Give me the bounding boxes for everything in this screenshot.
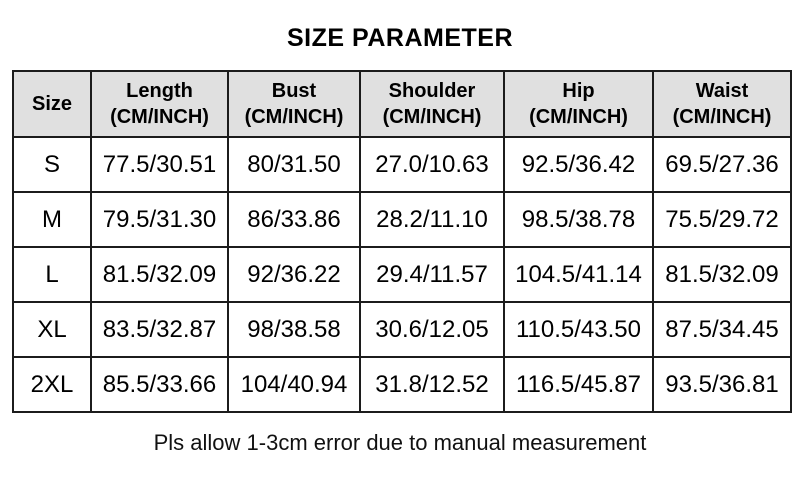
header-unit: (CM/INCH) (382, 106, 482, 128)
waist-cell: 81.5/32.09 (652, 246, 792, 303)
size-cell: XL (12, 301, 92, 358)
hip-cell: 110.5/43.50 (503, 301, 654, 358)
bust-cell: 80/31.50 (227, 136, 361, 193)
size-parameter-table: Size Length (CM/INCH) Bust (CM/INCH) Sho… (12, 70, 792, 413)
header-row: Size Length (CM/INCH) Bust (CM/INCH) Sho… (12, 70, 792, 138)
length-cell: 79.5/31.30 (90, 191, 229, 248)
shoulder-cell: 29.4/11.57 (359, 246, 505, 303)
header-cell-waist: Waist (CM/INCH) (652, 70, 792, 138)
table-row-m: M 79.5/31.30 86/33.86 28.2/11.10 98.5/38… (12, 191, 792, 248)
bust-cell: 86/33.86 (227, 191, 361, 248)
size-cell: M (12, 191, 92, 248)
hip-cell: 92.5/36.42 (503, 136, 654, 193)
table-row-s: S 77.5/30.51 80/31.50 27.0/10.63 92.5/36… (12, 136, 792, 193)
waist-cell: 93.5/36.81 (652, 356, 792, 413)
header-unit: (CM/INCH) (672, 106, 772, 128)
waist-cell: 69.5/27.36 (652, 136, 792, 193)
table-row-l: L 81.5/32.09 92/36.22 29.4/11.57 104.5/4… (12, 246, 792, 303)
bust-cell: 92/36.22 (227, 246, 361, 303)
header-label: Length (126, 80, 193, 102)
length-cell: 77.5/30.51 (90, 136, 229, 193)
header-unit: (CM/INCH) (244, 106, 344, 128)
length-cell: 81.5/32.09 (90, 246, 229, 303)
hip-cell: 116.5/45.87 (503, 356, 654, 413)
size-cell: S (12, 136, 92, 193)
length-cell: 83.5/32.87 (90, 301, 229, 358)
header-cell-length: Length (CM/INCH) (90, 70, 229, 138)
hip-cell: 98.5/38.78 (503, 191, 654, 248)
length-cell: 85.5/33.66 (90, 356, 229, 413)
header-cell-shoulder: Shoulder (CM/INCH) (359, 70, 505, 138)
shoulder-cell: 28.2/11.10 (359, 191, 505, 248)
header-cell-bust: Bust (CM/INCH) (227, 70, 361, 138)
table-row-2xl: 2XL 85.5/33.66 104/40.94 31.8/12.52 116.… (12, 356, 792, 413)
header-cell-hip: Hip (CM/INCH) (503, 70, 654, 138)
header-label: Hip (562, 80, 595, 102)
shoulder-cell: 30.6/12.05 (359, 301, 505, 358)
size-cell: 2XL (12, 356, 92, 413)
measurement-note: Pls allow 1-3cm error due to manual meas… (153, 430, 647, 455)
hip-cell: 104.5/41.14 (503, 246, 654, 303)
header-label: Bust (271, 80, 317, 102)
shoulder-cell: 31.8/12.52 (359, 356, 505, 413)
header-label: Size (31, 93, 73, 115)
header-cell-size: Size (12, 70, 92, 138)
size-cell: L (12, 246, 92, 303)
bust-cell: 104/40.94 (227, 356, 361, 413)
header-label: Waist (695, 80, 749, 102)
page-title: SIZE PARAMETER (287, 24, 513, 52)
bust-cell: 98/38.58 (227, 301, 361, 358)
header-unit: (CM/INCH) (110, 106, 209, 128)
header-unit: (CM/INCH) (529, 106, 628, 128)
shoulder-cell: 27.0/10.63 (359, 136, 505, 193)
header-label: Shoulder (388, 80, 476, 102)
waist-cell: 87.5/34.45 (652, 301, 792, 358)
waist-cell: 75.5/29.72 (652, 191, 792, 248)
table-row-xl: XL 83.5/32.87 98/38.58 30.6/12.05 110.5/… (12, 301, 792, 358)
size-chart-page: SIZE PARAMETER Size Length (CM/INCH) Bus… (0, 24, 800, 483)
